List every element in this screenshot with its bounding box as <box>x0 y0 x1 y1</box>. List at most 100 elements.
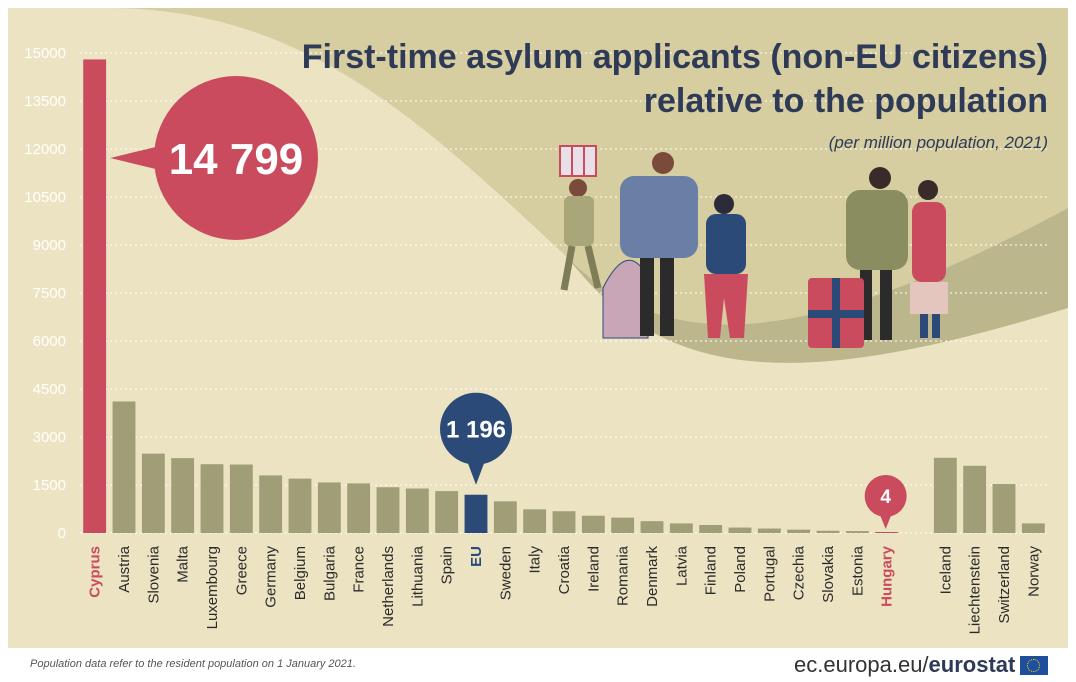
y-tick-label: 6000 <box>33 333 66 350</box>
x-tick-label: Croatia <box>556 545 573 594</box>
x-tick-label: Estonia <box>849 545 866 596</box>
woman-in-red-trousers-figure <box>704 194 748 338</box>
x-tick-label: Germany <box>263 546 280 608</box>
bars <box>83 59 1045 533</box>
callouts: 14 799 1 196 4 <box>110 76 907 529</box>
chart: 0 1500 3000 4500 6000 7500 9000 10500 12000 13500… <box>24 8 1068 634</box>
bar-italy <box>523 509 547 533</box>
x-tick-label: Belgium <box>292 546 309 600</box>
eu-callout-bubble <box>440 392 512 465</box>
x-tick-label: Bulgaria <box>321 545 338 601</box>
hungary-callout-bubble <box>864 475 907 517</box>
bar-czechia <box>787 529 811 533</box>
y-tick-label: 1500 <box>33 477 66 494</box>
bar-sweden <box>493 501 517 533</box>
bar-france <box>347 483 371 533</box>
eu-value-label: 1 196 <box>446 417 506 444</box>
x-tick-label: Norway <box>1025 546 1042 597</box>
footnote: Population data refer to the resident po… <box>30 658 356 670</box>
x-tick-label: Ireland <box>585 546 602 592</box>
red-suitcase <box>808 278 864 348</box>
chart-title: First-time asylum applicants (non-EU cit… <box>302 38 1048 76</box>
bar-norway <box>1021 523 1045 533</box>
bar-greece <box>229 464 253 533</box>
bar-finland <box>699 525 723 533</box>
bar-austria <box>112 401 136 533</box>
y-tick-label: 7500 <box>33 285 66 302</box>
x-tick-label: Hungary <box>879 545 896 607</box>
x-tick-label: Denmark <box>644 546 661 607</box>
bar-poland <box>728 527 752 533</box>
x-tick-label: Luxembourg <box>204 546 221 629</box>
y-tick-label: 4500 <box>33 381 66 398</box>
bar-lithuania <box>405 488 429 533</box>
bar-cyprus <box>83 59 107 533</box>
x-tick-label: EU <box>468 546 485 567</box>
x-tick-label: Liechtenstein <box>967 546 984 634</box>
bar-luxembourg <box>200 464 224 533</box>
people-illustration <box>559 145 948 348</box>
eu-flag-icon <box>1020 655 1049 675</box>
hungary-callout-pointer <box>879 514 892 529</box>
y-tick-label: 13500 <box>24 93 66 110</box>
bar-liechtenstein <box>963 465 987 533</box>
x-tick-label: Lithuania <box>409 545 426 607</box>
y-tick-label: 10500 <box>24 189 66 206</box>
bar-latvia <box>669 523 693 533</box>
bar-eu <box>464 494 488 533</box>
bar-portugal <box>757 528 781 533</box>
x-tick-label: Poland <box>732 546 749 593</box>
chart-subtitle: (per million population, 2021) <box>829 133 1048 152</box>
x-tick-label: Austria <box>116 545 133 592</box>
x-axis: Cyprus Austria Slovenia Malta Luxembourg Gree… <box>87 545 1043 634</box>
child-with-box-figure <box>559 145 602 291</box>
x-tick-label: Slovenia <box>145 545 162 603</box>
x-tick-label: Finland <box>703 546 720 595</box>
bar-ireland <box>581 515 605 533</box>
x-tick-label: Netherlands <box>380 546 397 627</box>
bar-germany <box>259 475 283 533</box>
y-tick-label: 0 <box>58 525 66 542</box>
brand-name: eurostat <box>928 652 1016 677</box>
cyprus-callout-pointer <box>110 146 160 170</box>
bar-netherlands <box>376 487 400 533</box>
x-tick-label: Slovakia <box>820 545 837 602</box>
bar-slovenia <box>141 453 165 533</box>
x-tick-label: Czechia <box>791 545 808 600</box>
eurostat-logo[interactable]: ec.europa.eu/eurostat <box>794 650 1049 680</box>
bar-slovakia <box>816 530 840 533</box>
brand-domain: ec.europa.eu/ <box>794 652 929 677</box>
woman-in-pink-coat-figure <box>910 180 948 338</box>
cyprus-value-label: 14 799 <box>169 135 304 184</box>
bar-hungary <box>875 532 899 533</box>
bar-belgium <box>288 478 312 533</box>
cyprus-callout-bubble <box>154 76 318 240</box>
bar-malta <box>171 458 195 533</box>
x-tick-label: Spain <box>439 546 456 584</box>
x-tick-label: Malta <box>175 545 192 582</box>
y-axis: 0 1500 3000 4500 6000 7500 9000 10500 12000 13500… <box>24 45 66 542</box>
bar-spain <box>435 491 459 533</box>
bar-estonia <box>845 531 869 533</box>
bar-croatia <box>552 511 576 533</box>
bar-denmark <box>640 521 664 533</box>
x-tick-label: Greece <box>233 546 250 595</box>
bar-romania <box>611 517 635 533</box>
x-tick-label: Iceland <box>937 546 954 594</box>
bar-iceland <box>933 457 957 533</box>
y-tick-label: 9000 <box>33 237 66 254</box>
x-tick-label: Romania <box>615 545 632 606</box>
x-tick-label: Cyprus <box>87 546 104 598</box>
background-wave-band <box>568 208 1068 363</box>
bar-switzerland <box>992 484 1016 533</box>
x-tick-label: Latvia <box>673 545 690 586</box>
eu-callout-pointer <box>467 460 485 485</box>
y-tick-label: 15000 <box>24 45 66 62</box>
bar-bulgaria <box>317 482 341 533</box>
y-tick-label: 3000 <box>33 429 66 446</box>
x-tick-label: Portugal <box>761 546 778 602</box>
x-tick-label: Italy <box>527 546 544 574</box>
man-in-blue-coat-figure <box>620 152 698 336</box>
x-tick-label: Sweden <box>497 546 514 600</box>
x-tick-label: France <box>351 546 368 593</box>
